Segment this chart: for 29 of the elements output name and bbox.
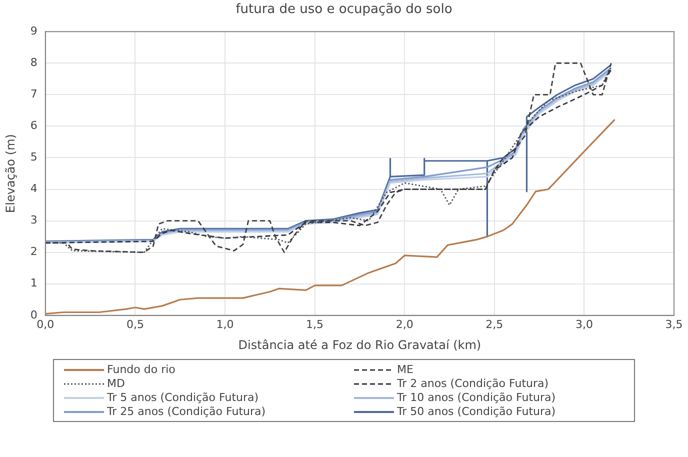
y-tick-label: 1	[30, 276, 38, 290]
x-tick-label: 3,5	[665, 318, 683, 331]
y-tick-label: 4	[30, 182, 38, 196]
legend-label: MD	[107, 377, 125, 390]
y-tick-label: 2	[30, 245, 38, 258]
y-tick-label: 0	[30, 308, 38, 322]
x-tick-label: 3,0	[575, 318, 593, 331]
legend-label: Tr 10 anos (Condição Futura)	[397, 391, 556, 404]
y-tick-label: 7	[30, 88, 38, 101]
y-tick-label: 5	[30, 150, 38, 164]
x-tick-label: 0,0	[36, 318, 54, 331]
x-tick-label: 2,0	[396, 318, 414, 331]
x-tick-label: 1,5	[306, 318, 324, 331]
y-axis-title: Elevação (m)	[3, 134, 18, 213]
y-tick-label: 6	[30, 119, 38, 132]
y-tick-label: 9	[30, 24, 38, 38]
x-axis-title: Distância até a Foz do Rio Gravataí (km)	[238, 338, 482, 352]
legend-label: ME	[397, 363, 414, 376]
x-tick-label: 2,5	[486, 318, 504, 331]
legend-label: Tr 50 anos (Condição Futura)	[397, 405, 556, 418]
chart-title: futura de uso e ocupação do solo	[234, 2, 454, 17]
legend-label: Fundo do rio	[107, 363, 176, 376]
legend-label: Tr 2 anos (Condição Futura)	[397, 377, 549, 390]
y-tick-label: 8	[30, 56, 38, 69]
x-tick-label: 0,5	[126, 318, 144, 331]
y-tick-label: 3	[30, 214, 38, 227]
legend-label: Tr 5 anos (Condição Futura)	[107, 391, 259, 404]
x-tick-label: 1,0	[216, 318, 234, 331]
legend-label: Tr 25 anos (Condição Futura)	[107, 405, 266, 418]
